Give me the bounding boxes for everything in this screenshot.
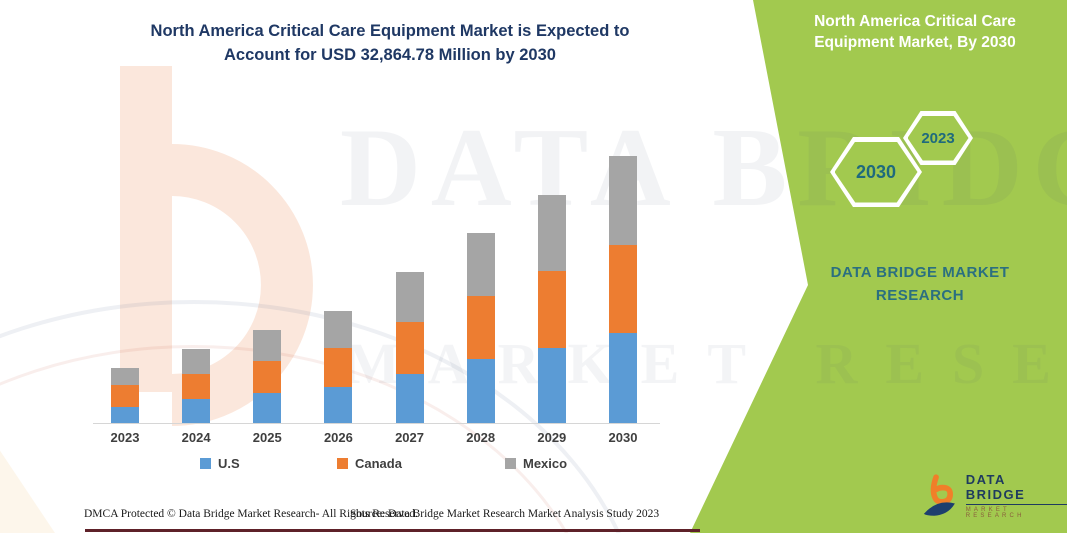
x-axis-label-2027: 2027 (395, 430, 424, 445)
bottom-maroon-rule (85, 529, 700, 532)
bar-segment-canada-2024 (182, 373, 211, 400)
bar-segment-mexico-2023 (111, 368, 139, 386)
stacked-bar-2024 (182, 348, 211, 423)
bar-segment-mexico-2024 (182, 348, 211, 374)
bar-segment-mexico-2026 (324, 311, 353, 349)
bar-segment-canada-2026 (324, 348, 353, 388)
stacked-bar-2025 (253, 330, 282, 423)
legend-label: U.S (218, 456, 240, 471)
stacked-bar-2023 (111, 368, 139, 423)
watermark-text-line2: MARKET RESEARCH (345, 331, 1067, 396)
x-axis-label-2024: 2024 (181, 430, 211, 445)
legend-swatch-icon (200, 458, 211, 469)
bar-segment-us-2025 (253, 392, 282, 423)
bar-segment-us-2024 (182, 399, 211, 423)
panel-brand-line2: RESEARCH (875, 286, 965, 304)
chart-title: North America Critical Care Equipment Ma… (95, 20, 685, 68)
bar-segment-mexico-2029 (537, 195, 566, 271)
dbmr-logo-subtitle: MARKET RESEARCH (965, 507, 1025, 519)
stacked-bar-2028 (466, 233, 495, 423)
panel-heading-line2: Equipment Market, By 2030 (814, 33, 1016, 51)
bar-segment-canada-2025 (253, 361, 282, 393)
x-axis-label-2030: 2030 (608, 430, 638, 445)
bar-segment-canada-2027 (395, 322, 424, 374)
bar-segment-mexico-2025 (253, 330, 282, 362)
dbmr-logo-mark-icon (923, 473, 955, 516)
x-axis-label-2029: 2029 (537, 430, 567, 445)
bar-segment-us-2027 (395, 373, 424, 423)
x-axis-label-2023: 2023 (110, 430, 140, 445)
dmca-footer-text: DMCA Protected © Data Bridge Market Rese… (84, 508, 418, 520)
chart-legend: U.S Canada Mexico (0, 456, 700, 474)
bar-segment-canada-2028 (466, 295, 495, 360)
legend-item-canada: Canada (337, 456, 402, 471)
stacked-bar-2029 (537, 195, 566, 423)
legend-label: Canada (355, 456, 402, 471)
dbmr-logo-name: DATA BRIDGE (965, 472, 1067, 505)
hexagon-2030-label: 2030 (834, 141, 918, 203)
legend-item-us: U.S (200, 456, 240, 471)
bar-segment-canada-2023 (111, 385, 139, 407)
x-axis-label-2025: 2025 (252, 430, 282, 445)
legend-item-mexico: Mexico (505, 456, 567, 471)
stacked-bar-2030 (608, 156, 637, 423)
bar-segment-mexico-2028 (466, 233, 495, 296)
x-axis-line (93, 423, 660, 424)
chart-title-line2: Account for USD 32,864.78 Million by 203… (224, 45, 556, 64)
legend-swatch-icon (505, 458, 516, 469)
legend-swatch-icon (337, 458, 348, 469)
bar-segment-us-2026 (324, 387, 353, 423)
bar-segment-us-2030 (608, 333, 637, 423)
dbmr-logo-text: DATA BRIDGE MARKET RESEARCH (965, 472, 1067, 519)
bar-segment-canada-2030 (608, 245, 637, 333)
panel-heading: North America Critical Care Equipment Ma… (770, 12, 1060, 54)
legend-label: Mexico (523, 456, 568, 471)
bar-segment-us-2028 (466, 359, 495, 423)
bar-segment-us-2023 (111, 407, 139, 423)
stacked-bar-plot-area (90, 150, 670, 423)
panel-heading-line1: North America Critical Care (814, 13, 1016, 30)
hexagon-2023-badge: 2023 (903, 111, 973, 165)
bar-segment-canada-2029 (537, 271, 566, 349)
bar-segment-us-2029 (537, 348, 566, 423)
panel-brand-line1: DATA BRIDGE MARKET (830, 264, 1010, 281)
bar-segment-mexico-2030 (608, 156, 637, 246)
dbmr-logo: DATA BRIDGE MARKET RESEARCH (922, 472, 1067, 519)
x-axis-label-2028: 2028 (466, 430, 496, 445)
x-axis-labels: 2023 2024 2025 2026 2027 2028 2029 2030 (90, 430, 670, 448)
stacked-bar-2027 (395, 272, 424, 423)
stacked-bar-2026 (324, 311, 353, 423)
hexagon-2023-label: 2023 (907, 115, 969, 161)
source-footer-text: Source: Data Bridge Market Research Mark… (350, 508, 660, 520)
x-axis-label-2026: 2026 (323, 430, 353, 445)
chart-title-line1: North America Critical Care Equipment Ma… (150, 22, 630, 40)
bar-segment-mexico-2027 (395, 272, 424, 322)
panel-brand-text: DATA BRIDGE MARKET RESEARCH (790, 262, 1050, 307)
